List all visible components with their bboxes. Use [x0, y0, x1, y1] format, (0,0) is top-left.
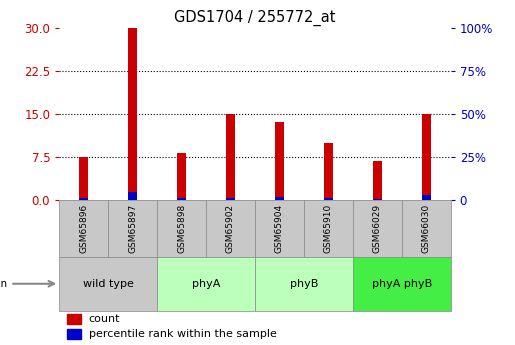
Bar — [324, 142, 333, 200]
Bar — [373, 199, 382, 200]
Text: GSM65904: GSM65904 — [275, 204, 284, 253]
Bar — [373, 161, 382, 200]
Bar — [108, 200, 157, 257]
Bar — [275, 122, 284, 200]
Bar — [353, 200, 402, 257]
Bar — [324, 198, 333, 200]
Text: genotype/variation: genotype/variation — [0, 279, 8, 289]
Bar — [59, 200, 108, 257]
Bar — [275, 197, 284, 200]
Bar — [59, 257, 157, 310]
Text: GSM65898: GSM65898 — [177, 204, 186, 253]
Bar — [422, 195, 431, 200]
Text: GSM65910: GSM65910 — [324, 204, 333, 253]
Bar — [128, 28, 137, 200]
Bar — [226, 114, 235, 200]
Bar — [157, 257, 255, 310]
Text: phyA: phyA — [192, 279, 220, 289]
Bar — [177, 198, 186, 200]
Bar — [79, 157, 88, 200]
Bar — [79, 197, 88, 200]
Text: GSM65902: GSM65902 — [226, 204, 235, 253]
Bar — [353, 257, 451, 310]
Text: GSM66029: GSM66029 — [373, 204, 382, 253]
Bar — [402, 200, 451, 257]
Bar — [177, 153, 186, 200]
Text: GSM65896: GSM65896 — [79, 204, 88, 253]
Bar — [128, 193, 137, 200]
Bar — [304, 200, 353, 257]
Text: wild type: wild type — [83, 279, 133, 289]
Text: GSM65897: GSM65897 — [128, 204, 137, 253]
Bar — [206, 200, 255, 257]
Bar — [255, 257, 353, 310]
Text: phyA phyB: phyA phyB — [372, 279, 432, 289]
Title: GDS1704 / 255772_at: GDS1704 / 255772_at — [174, 10, 336, 26]
Bar — [157, 200, 206, 257]
Text: phyB: phyB — [289, 279, 318, 289]
Bar — [67, 329, 81, 339]
Bar — [422, 114, 431, 200]
Bar — [67, 314, 81, 324]
Text: GSM66030: GSM66030 — [422, 204, 431, 253]
Text: count: count — [89, 314, 120, 324]
Bar — [255, 200, 304, 257]
Text: percentile rank within the sample: percentile rank within the sample — [89, 329, 277, 339]
Bar — [226, 197, 235, 200]
